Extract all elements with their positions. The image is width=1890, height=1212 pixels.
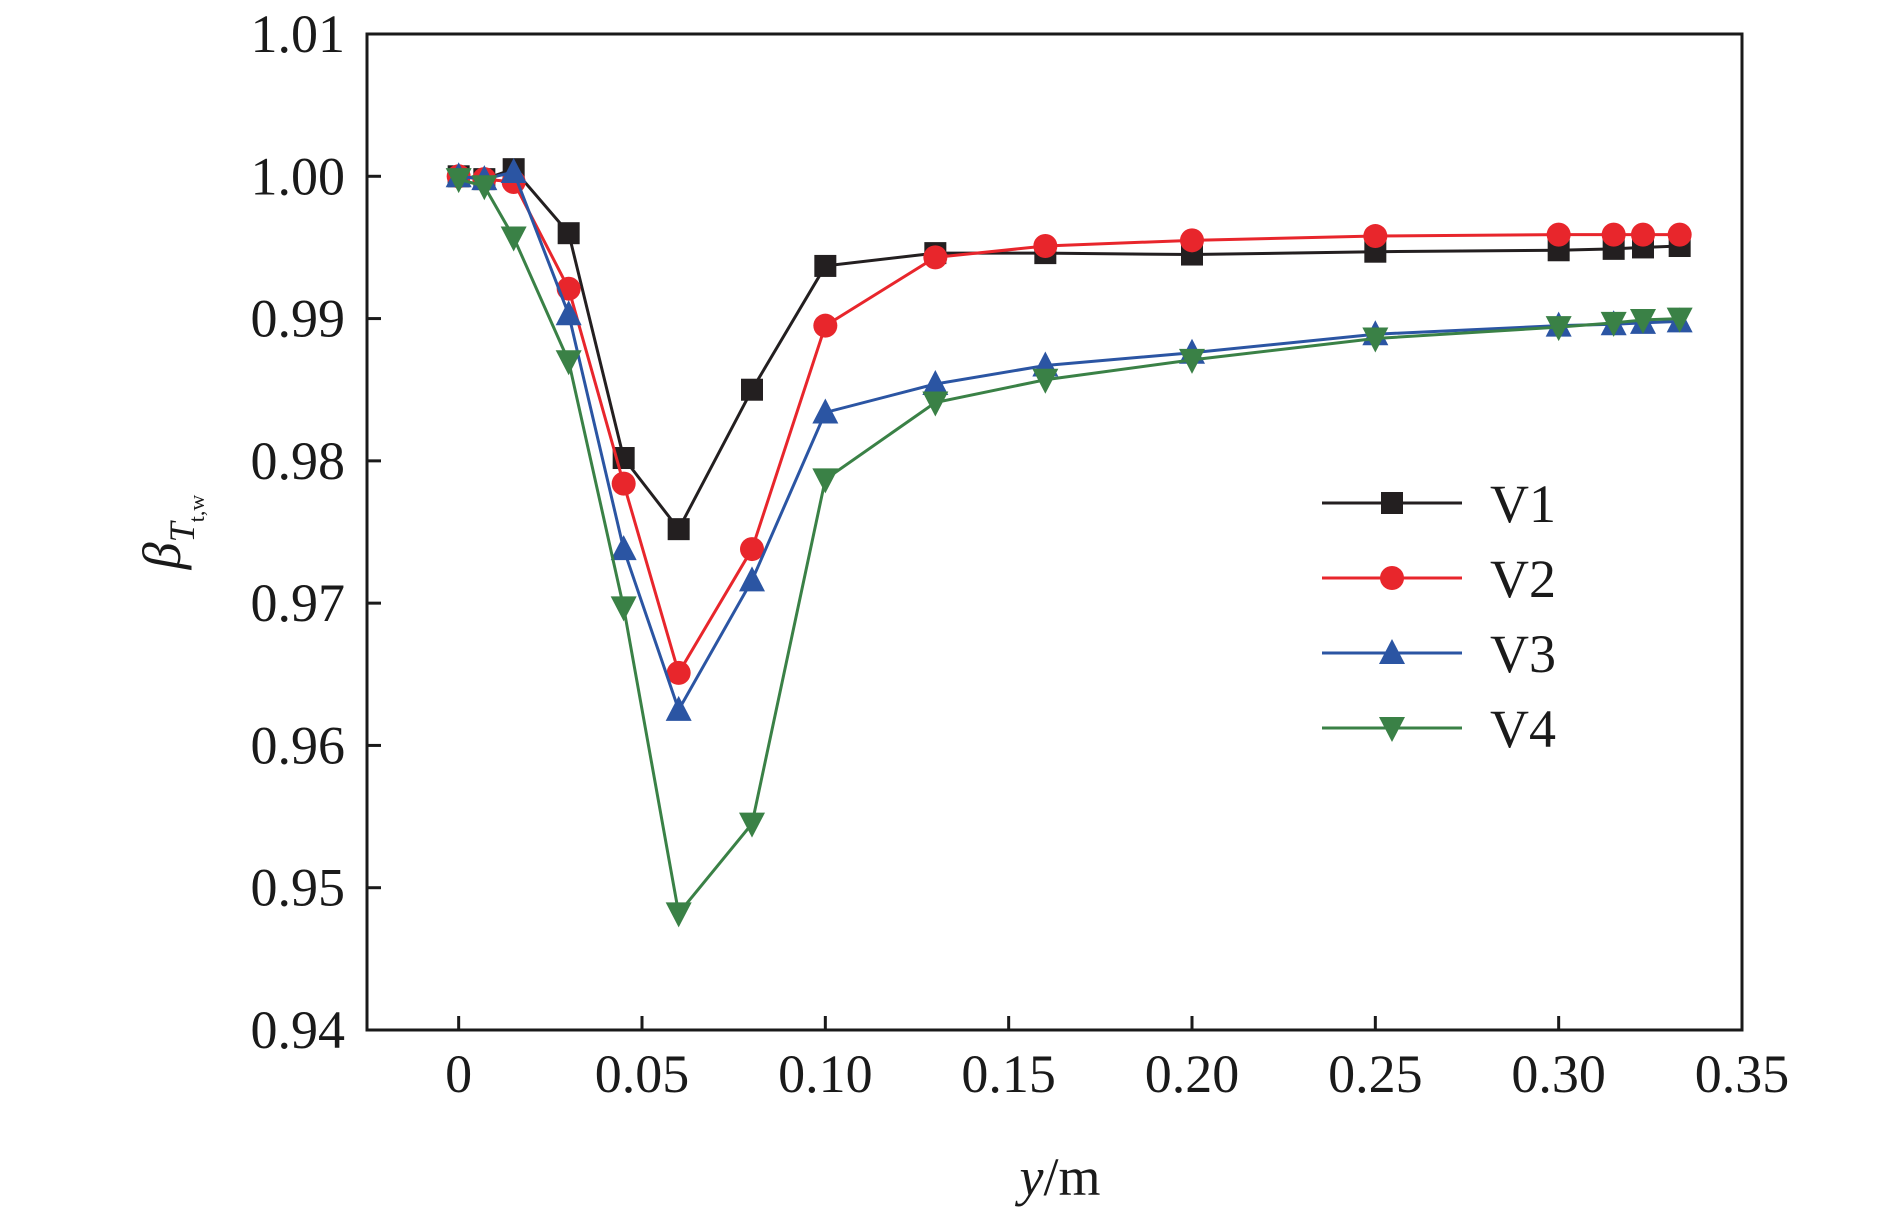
data-point-v4 <box>739 812 765 838</box>
data-point-v2 <box>1180 228 1204 253</box>
y-axis-ticks: 0.94 0.95 0.96 0.97 0.98 0.99 1.00 1.01 <box>251 4 381 1060</box>
data-point-v4 <box>812 468 839 494</box>
x-tick-label: 0.35 <box>1695 1044 1790 1104</box>
legend-item-v2: V2 <box>1322 549 1556 609</box>
y-tick-label: 0.94 <box>251 1000 346 1060</box>
data-point-v1 <box>814 254 837 277</box>
data-point-v3 <box>555 300 582 326</box>
plot-frame <box>365 32 1744 1032</box>
x-tick-label: 0.10 <box>778 1044 873 1104</box>
data-point-v4 <box>1600 311 1627 337</box>
y-tick-label: 0.99 <box>251 289 346 349</box>
y-tick-label: 0.98 <box>251 431 346 491</box>
x-axis-title-unit: /m <box>1043 1147 1100 1207</box>
y-tick-label: 0.96 <box>251 715 346 775</box>
legend-item-v3: V3 <box>1322 624 1556 684</box>
data-point-v2 <box>740 537 764 562</box>
data-point-v4 <box>445 168 472 194</box>
y-axis-title-sub: T <box>162 519 202 542</box>
series-v4 <box>445 168 1693 928</box>
y-axis-title-subsub: t,w <box>184 495 209 523</box>
data-point-v2 <box>666 660 691 685</box>
data-point-v3 <box>812 398 839 424</box>
x-tick-label: 0.25 <box>1328 1044 1423 1104</box>
data-point-v1 <box>667 518 690 541</box>
legend-marker <box>1379 639 1405 664</box>
data-point-v4 <box>471 175 498 201</box>
data-point-v2 <box>813 313 838 338</box>
data-point-v3 <box>665 695 692 721</box>
legend-marker <box>1380 566 1404 590</box>
data-point-v1 <box>741 378 763 401</box>
series-line-v4 <box>458 177 1680 917</box>
data-point-v4 <box>1630 308 1656 334</box>
data-point-v4 <box>665 902 692 928</box>
y-tick-label: 0.95 <box>251 858 346 918</box>
data-point-v2 <box>923 245 948 270</box>
legend-item-v4: V4 <box>1322 699 1556 759</box>
legend-label: V1 <box>1490 474 1556 534</box>
x-tick-label: 0.30 <box>1511 1044 1606 1104</box>
data-point-v2 <box>1631 222 1655 247</box>
legend-marker <box>1381 492 1403 514</box>
data-point-v4 <box>1032 368 1059 394</box>
x-axis-ticks: 0 0.05 0.10 0.15 0.20 0.25 0.30 0.35 <box>445 1016 1789 1104</box>
data-point-v3 <box>500 158 527 184</box>
legend-marker <box>1379 717 1405 742</box>
x-tick-label: 0.20 <box>1145 1044 1240 1104</box>
x-tick-label: 0.05 <box>595 1044 690 1104</box>
data-point-v2 <box>1546 222 1571 247</box>
x-tick-label: 0.15 <box>961 1044 1056 1104</box>
data-point-v2 <box>1363 224 1388 249</box>
x-tick-label: 0 <box>445 1044 472 1104</box>
data-point-v4 <box>610 596 637 622</box>
data-point-v2 <box>1033 234 1058 259</box>
data-point-v4 <box>555 350 582 376</box>
series-line-v1 <box>458 167 1680 532</box>
x-axis-title-symbol: y <box>1015 1147 1044 1207</box>
data-point-v2 <box>1601 222 1626 247</box>
series-line-v2 <box>458 174 1680 677</box>
data-point-v4 <box>1179 348 1205 374</box>
series-layer <box>445 158 1693 928</box>
legend-label: V2 <box>1490 549 1556 609</box>
legend-label: V4 <box>1490 699 1556 759</box>
data-point-v3 <box>610 535 637 561</box>
data-point-v2 <box>1667 222 1692 247</box>
y-tick-label: 1.00 <box>251 146 346 206</box>
legend: V1 V2 V3 V4 <box>1322 474 1556 759</box>
data-point-v1 <box>557 222 580 245</box>
y-axis-title-symbol: β <box>132 542 192 570</box>
legend-item-v1: V1 <box>1322 474 1556 534</box>
data-point-v3 <box>739 566 765 592</box>
data-point-v4 <box>922 391 949 417</box>
legend-label: V3 <box>1490 624 1556 684</box>
y-tick-label: 1.01 <box>251 4 346 64</box>
data-point-v2 <box>611 471 636 496</box>
data-point-v4 <box>1545 316 1572 342</box>
x-axis-title: y/m <box>1015 1147 1101 1207</box>
data-point-v4 <box>1666 307 1693 333</box>
y-tick-label: 0.97 <box>251 573 346 633</box>
data-point-v3 <box>922 370 949 396</box>
y-axis-title: βTt,w <box>132 495 209 571</box>
data-point-v4 <box>500 226 527 252</box>
data-point-v4 <box>1362 327 1389 353</box>
